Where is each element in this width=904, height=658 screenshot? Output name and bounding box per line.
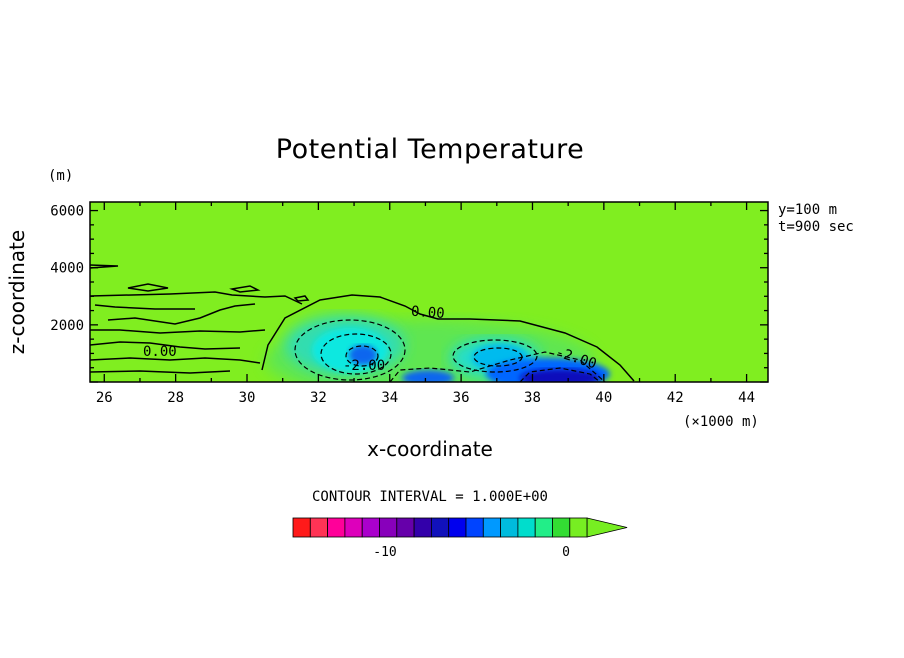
colorbar-swatch (344, 517, 363, 538)
contour-zero-wave-3 (107, 303, 256, 325)
contour-lines (90, 264, 635, 382)
x-axis-ticks: 26 28 30 32 34 36 38 40 42 44 (96, 202, 755, 406)
contour-neg-7 (519, 367, 601, 382)
y-axis-ticks: 2000 4000 6000 (50, 204, 768, 383)
y-tick-label: 2000 (50, 318, 84, 334)
colorbar-swatch (327, 517, 346, 538)
x-tick-label: 40 (595, 390, 612, 406)
contour-zero-blob-4 (293, 295, 310, 302)
contour-zero-blob-2 (127, 283, 169, 292)
x-tick-label: 28 (167, 390, 184, 406)
shaded-field (265, 315, 610, 382)
contour-neg-3 (345, 345, 379, 367)
x-tick-label: 34 (381, 390, 398, 406)
colorbar-swatch (396, 517, 415, 538)
x-tick-label: 36 (453, 390, 470, 406)
x-unit: (×1000 m) (683, 414, 759, 430)
x-tick-label: 42 (667, 390, 684, 406)
info-line-t: t=900 sec (778, 219, 854, 235)
colorbar-swatch (552, 517, 571, 538)
colorbar-swatch (534, 517, 553, 538)
colorbar-swatch (569, 517, 588, 538)
colorbar-swatch (517, 517, 536, 538)
colorbar-swatch (413, 517, 432, 538)
colorbar-swatch (482, 517, 501, 538)
info-line-y: y=100 m (778, 202, 837, 218)
x-tick-label: 30 (239, 390, 256, 406)
contour-interval-label: CONTOUR INTERVAL = 1.000E+00 (312, 489, 548, 505)
colorbar-swatch (448, 517, 467, 538)
contour-label-zero: 0.00 (410, 304, 445, 322)
contour-neg-4 (452, 339, 538, 373)
contour-zero-envelope (261, 294, 635, 382)
x-tick-label: 32 (310, 390, 327, 406)
contour-zero-wave-6 (90, 357, 261, 364)
plot-area: 0.00 0.00 -2.00 -2.00 (90, 202, 768, 382)
colorbar-tick-0: 0 (562, 545, 570, 560)
colorbar-swatch (500, 517, 519, 538)
contour-label-neg-left: -2.00 (343, 358, 385, 374)
contour-zero-wave-1 (90, 291, 303, 305)
contour-zero-wave-2 (94, 304, 195, 310)
x-tick-label: 38 (524, 390, 541, 406)
colorbar-swatch (309, 517, 328, 538)
colorbar-swatch (465, 517, 484, 538)
x-tick-label: 44 (738, 390, 755, 406)
colorbar-swatch (379, 517, 398, 538)
contour-label-zero-left: 0.00 (143, 344, 177, 360)
cold-pool-4 (402, 370, 454, 382)
colorbar-extension-arrow (586, 517, 628, 538)
colorbar (292, 517, 628, 538)
contour-zero-wave-4 (90, 329, 266, 334)
y-axis-label: z-coordinate (5, 230, 29, 354)
colorbar-swatch (292, 517, 311, 538)
y-tick-label: 4000 (50, 261, 84, 277)
contour-neg-6 (389, 351, 606, 382)
colorbar-swatch (361, 517, 380, 538)
contour-zero-wave-7 (90, 370, 231, 374)
cold-pool-1-inner (349, 345, 377, 365)
x-tick-label: 26 (96, 390, 113, 406)
y-unit: (m) (48, 168, 73, 184)
x-axis-label: x-coordinate (367, 437, 493, 461)
contour-neg-2 (320, 333, 392, 375)
contour-neg-1 (294, 319, 406, 381)
colorbar-swatch (430, 517, 450, 538)
dashed-contours (294, 319, 606, 382)
plot-frame (89, 201, 769, 383)
contour-zero-blob-3 (229, 285, 261, 293)
contour-zero-wave-5 (90, 341, 241, 350)
chart-title: Potential Temperature (276, 134, 584, 165)
y-tick-label: 6000 (50, 204, 84, 220)
colorbar-tick-minus10: -10 (373, 545, 396, 560)
contour-zero-blob-1 (90, 264, 119, 269)
